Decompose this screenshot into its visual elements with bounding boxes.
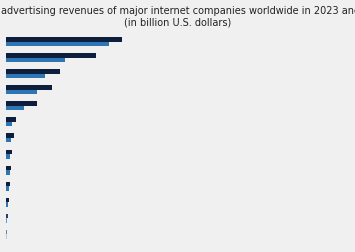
- Bar: [6, 214, 8, 218]
- Bar: [6, 150, 12, 154]
- Bar: [6, 90, 38, 95]
- Bar: [6, 182, 10, 186]
- Bar: [6, 118, 16, 122]
- Bar: [6, 170, 10, 175]
- Bar: [6, 106, 24, 111]
- Bar: [6, 134, 14, 138]
- Bar: [6, 138, 11, 143]
- Bar: [6, 42, 109, 47]
- Title: Digital advertising revenues of major internet companies worldwide in 2023 and 2: Digital advertising revenues of major in…: [0, 6, 355, 27]
- Bar: [6, 102, 38, 106]
- Bar: [6, 198, 9, 202]
- Bar: [6, 186, 9, 191]
- Bar: [6, 38, 122, 42]
- Bar: [6, 154, 10, 159]
- Bar: [6, 230, 7, 234]
- Bar: [6, 166, 11, 170]
- Bar: [6, 218, 7, 223]
- Bar: [6, 58, 65, 63]
- Bar: [6, 122, 12, 127]
- Bar: [6, 54, 97, 58]
- Bar: [6, 234, 7, 239]
- Bar: [6, 86, 52, 90]
- Bar: [6, 202, 8, 207]
- Bar: [6, 70, 60, 74]
- Bar: [6, 74, 45, 79]
